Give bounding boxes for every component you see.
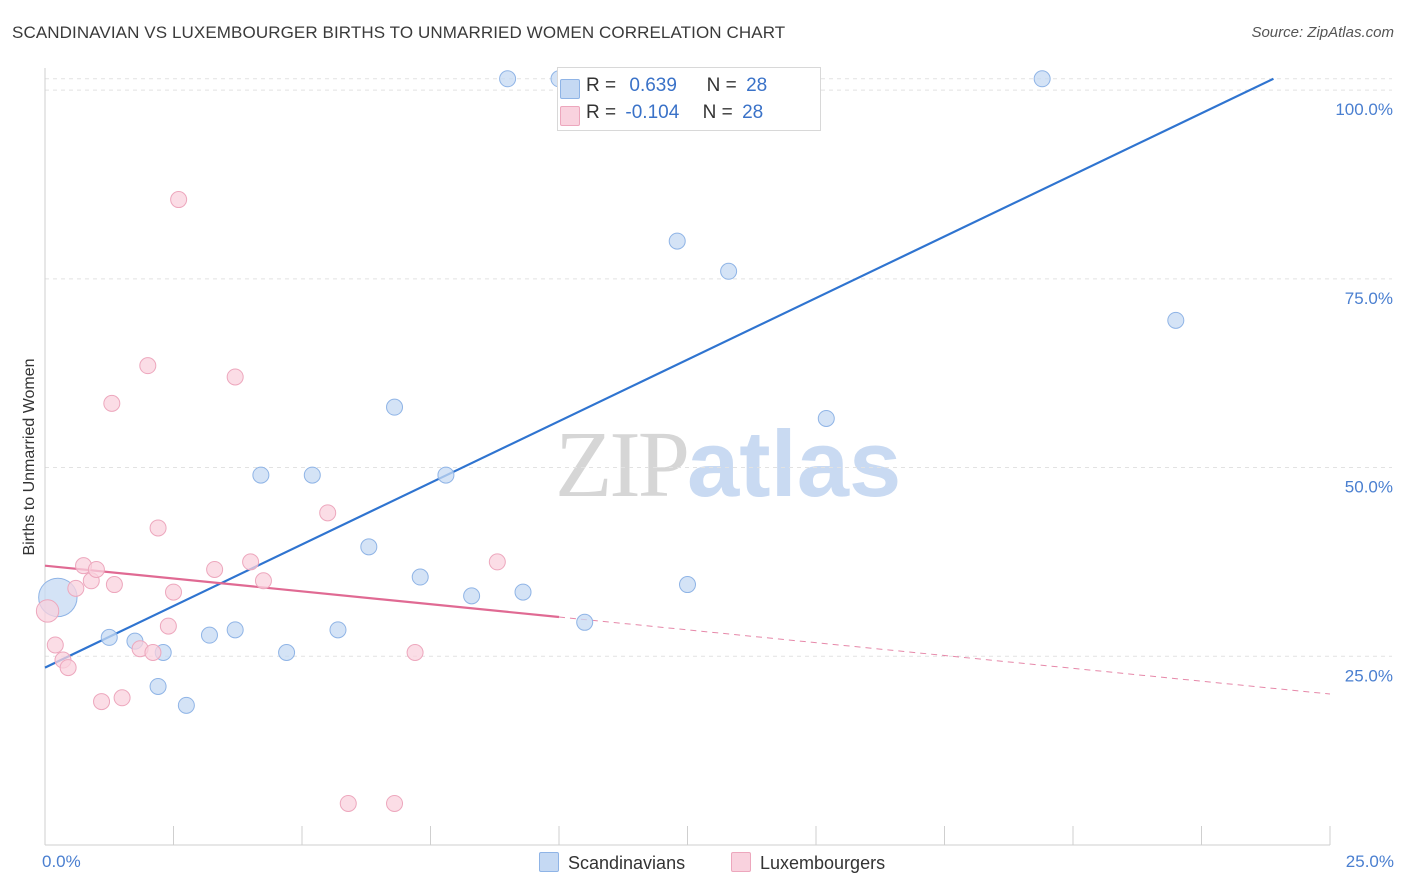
scandinavian-point: [252, 466, 270, 484]
scandinavian-point: [817, 409, 835, 427]
x-tick-max: 25.0%: [1345, 852, 1394, 871]
scandinavian-point: [463, 587, 481, 605]
scandinavian-point: [303, 466, 321, 484]
scandinavian-point: [386, 398, 404, 416]
scandinavian-point: [226, 621, 244, 639]
luxembourger-point: [46, 636, 64, 654]
luxembourger-point: [170, 191, 188, 209]
luxembourger-point: [242, 553, 260, 571]
luxembourger-point: [113, 689, 131, 707]
scandinavian-point: [514, 583, 532, 601]
legend-r-label: R =: [586, 102, 617, 123]
source-label: Source: ZipAtlas.com: [1251, 24, 1394, 41]
scandinavian-point: [149, 677, 167, 695]
scandinavian-point: [329, 621, 347, 639]
scandinavian-point: [177, 696, 195, 714]
scandinavian-point: [1167, 311, 1185, 329]
stats-legend: R = 0.639 N = 28 R = -0.104 N = 28: [557, 67, 821, 131]
scandinavian-point: [100, 628, 118, 646]
y-tick-label: 25.0%: [1345, 666, 1393, 685]
trend-layer: [44, 77, 1331, 695]
luxembourger-point: [406, 644, 424, 661]
legend-swatch-luxembourgers: [560, 106, 580, 126]
legend-n-value: 28: [742, 102, 764, 123]
bottom-legend-swatch-luxembourgers: [731, 852, 751, 872]
legend-swatch-scandinavians: [560, 79, 580, 99]
x-tick-min: 0.0%: [42, 852, 81, 871]
luxembourger-point: [159, 617, 177, 635]
scandinavian-point: [499, 70, 517, 88]
watermark-atlas: atlas: [687, 411, 902, 516]
luxembourger-point: [35, 599, 60, 623]
legend-row-scandinavians: R = 0.639 N = 28: [560, 75, 768, 99]
luxembourger-point: [67, 579, 85, 597]
legend-n-label: N =: [702, 102, 733, 123]
luxembourger-point: [206, 560, 224, 578]
luxembourger-point: [93, 693, 111, 711]
scandinavian-point: [679, 576, 696, 594]
legend-row-luxembourgers: R = -0.104 N = 28: [560, 102, 764, 126]
luxembourger-trend-extension: [558, 616, 1331, 695]
luxembourger-point: [339, 794, 357, 812]
luxembourger-point: [254, 572, 272, 590]
luxembourger-point: [105, 576, 123, 594]
bottom-legend-swatch-scandinavians: [539, 852, 559, 872]
bottom-legend-label: Luxembourgers: [760, 853, 886, 873]
chart-title: SCANDINAVIAN VS LUXEMBOURGER BIRTHS TO U…: [12, 23, 786, 42]
watermark-zip: ZIP: [555, 413, 690, 517]
scandinavian-point: [720, 262, 738, 280]
legend-r-value: -0.104: [625, 102, 680, 123]
scandinavian-point: [437, 466, 455, 484]
luxembourger-point: [226, 368, 244, 386]
luxembourger-point: [103, 394, 121, 412]
legend-n-label: N =: [706, 75, 737, 96]
axis-layer: [44, 68, 1331, 846]
bottom-legend-luxembourgers: Luxembourgers: [731, 852, 885, 874]
bottom-legend-label: Scandinavians: [568, 853, 686, 873]
luxembourger-point: [144, 644, 162, 661]
scandinavian-point: [360, 538, 378, 556]
point-layer: [35, 70, 1185, 812]
luxembourger-trend-line: [44, 564, 560, 619]
bottom-legend-scandinavians: Scandinavians: [539, 852, 685, 874]
y-tick-label: 50.0%: [1345, 478, 1393, 497]
luxembourger-point: [87, 560, 105, 578]
luxembourger-point: [139, 357, 157, 375]
y-tick-label: 75.0%: [1345, 289, 1393, 308]
luxembourger-point: [319, 504, 337, 522]
luxembourger-point: [165, 583, 182, 601]
scandinavian-point: [668, 232, 686, 250]
scandinavian-point: [576, 613, 594, 631]
scandinavian-point: [278, 644, 296, 661]
legend-r-label: R =: [586, 75, 617, 96]
luxembourger-point: [59, 659, 77, 677]
scandinavian-point: [1033, 70, 1051, 88]
watermark: ZIPatlas: [555, 410, 901, 519]
scandinavian-point: [411, 568, 429, 586]
luxembourger-point: [149, 519, 167, 537]
legend-r-value: 0.639: [629, 75, 677, 96]
luxembourger-point: [386, 794, 404, 812]
y-tick-labels: 25.0% 50.0% 75.0% 100.0%: [1335, 100, 1393, 685]
luxembourger-point: [488, 553, 506, 571]
legend-n-value: 28: [746, 75, 768, 96]
scandinavian-point: [200, 626, 218, 644]
y-axis-label: Births to Unmarried Women: [21, 358, 38, 556]
y-tick-label: 100.0%: [1335, 100, 1393, 119]
